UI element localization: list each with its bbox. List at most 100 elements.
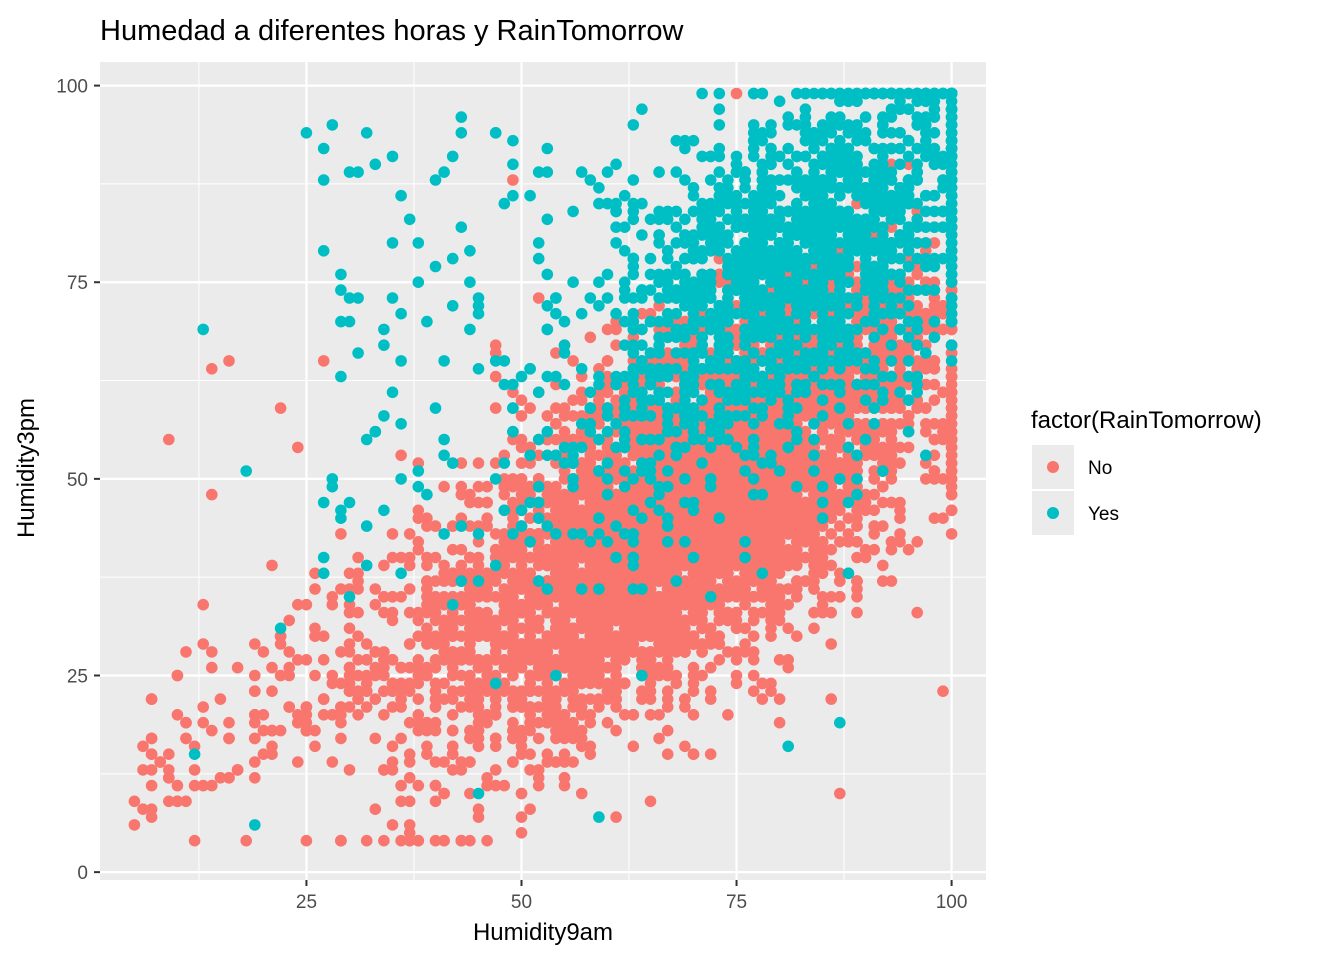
point-no — [575, 732, 588, 745]
point-no — [378, 709, 390, 721]
point-no — [773, 716, 786, 729]
point-no — [885, 575, 898, 587]
point-no — [524, 606, 536, 619]
point-no — [696, 646, 708, 658]
point-no — [515, 811, 528, 823]
point-no — [403, 772, 416, 784]
point-no — [851, 260, 863, 273]
point-no — [877, 418, 889, 430]
point-no — [378, 834, 390, 847]
point-no — [352, 606, 364, 619]
point-no — [877, 520, 889, 532]
point-no — [532, 716, 545, 729]
point-no — [584, 551, 597, 564]
point-no — [747, 685, 760, 697]
point-no — [532, 449, 545, 462]
point-no — [636, 646, 648, 658]
point-no — [532, 685, 545, 697]
point-no — [722, 606, 734, 619]
point-no — [558, 646, 571, 658]
point-no — [455, 756, 468, 768]
point-no — [515, 394, 528, 407]
point-no — [429, 795, 442, 808]
point-no — [782, 598, 794, 611]
point-no — [507, 669, 519, 682]
point-no — [550, 693, 562, 705]
point-no — [877, 575, 889, 587]
point-no — [601, 693, 614, 705]
point-no — [429, 716, 442, 729]
point-no — [601, 661, 614, 674]
point-no — [412, 709, 425, 721]
point-no — [722, 480, 734, 493]
point-no — [584, 646, 597, 658]
point-no — [670, 622, 683, 635]
point-no — [541, 685, 554, 697]
point-no — [429, 551, 442, 564]
point-no — [894, 457, 906, 469]
point-no — [679, 693, 691, 705]
point-no — [885, 441, 898, 454]
point-no — [834, 575, 846, 587]
point-no — [825, 638, 837, 650]
point-no — [335, 528, 347, 540]
point-no — [481, 591, 493, 603]
point-no — [928, 433, 941, 446]
point-no — [747, 630, 760, 642]
point-no — [868, 504, 880, 517]
point-no — [868, 441, 880, 454]
point-no — [558, 575, 571, 587]
point-no — [532, 669, 545, 682]
point-no — [687, 748, 700, 760]
point-no — [610, 646, 622, 658]
point-no — [816, 543, 829, 556]
chart-title: Humedad a diferentes horas y RainTomorro… — [100, 15, 685, 47]
point-no — [532, 614, 545, 627]
point-no — [335, 732, 347, 745]
point-no — [352, 709, 364, 721]
point-no — [756, 583, 769, 595]
point-no — [472, 724, 485, 737]
point-no — [653, 709, 665, 721]
point-no — [446, 748, 459, 760]
point-no — [532, 292, 545, 304]
point-no — [395, 591, 407, 603]
point-no — [722, 457, 734, 469]
point-no — [868, 488, 880, 501]
point-no — [945, 465, 958, 477]
point-no — [489, 709, 502, 721]
point-no — [464, 496, 476, 509]
point-no — [773, 567, 786, 580]
point-no — [842, 465, 855, 477]
point-no — [816, 567, 829, 580]
point-no — [472, 480, 485, 493]
point-no — [877, 559, 889, 572]
point-no — [687, 606, 700, 619]
point-no — [687, 661, 700, 674]
point-no — [808, 559, 820, 572]
point-no — [438, 756, 450, 768]
point-no — [773, 654, 786, 666]
point-no — [464, 834, 476, 847]
point-no — [679, 575, 691, 587]
point-no — [739, 622, 751, 635]
point-no — [610, 685, 622, 697]
point-no — [584, 331, 597, 344]
point-no — [885, 543, 898, 556]
point-no — [851, 591, 863, 603]
point-no — [765, 606, 777, 619]
point-no — [601, 638, 614, 650]
point-no — [739, 598, 751, 611]
point-no — [567, 410, 579, 422]
point-no — [747, 646, 760, 658]
point-no — [610, 630, 622, 642]
point-no — [541, 646, 554, 658]
point-no — [464, 669, 476, 682]
point-no — [567, 622, 579, 635]
point-no — [825, 528, 837, 540]
point-no — [773, 693, 786, 705]
point-no — [747, 614, 760, 627]
point-no — [816, 425, 829, 438]
point-no — [945, 480, 958, 493]
point-no — [532, 654, 545, 666]
